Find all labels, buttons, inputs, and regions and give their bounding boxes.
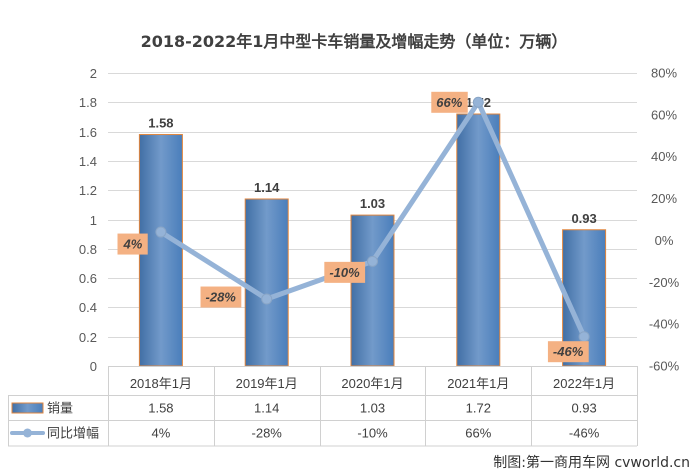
legend-series-name: 同比增幅 <box>47 426 99 441</box>
right-axis-tick-label: 60% <box>651 107 677 122</box>
table-cell: -10% <box>357 426 388 441</box>
left-axis-tick-label: 0.2 <box>79 330 97 345</box>
line-marker <box>155 226 167 238</box>
line-data-label-box <box>547 341 589 363</box>
legend-bar-swatch <box>11 402 44 414</box>
right-axis-tick-label: 40% <box>651 149 677 164</box>
category-label: 2022年1月 <box>553 376 615 391</box>
left-axis: 0 0.2 0.4 0.6 0.8 1 1.2 1.4 1.6 1.8 2 <box>79 66 97 374</box>
table-cell: -28% <box>252 426 283 441</box>
bar-data-label: 1.58 <box>148 116 173 131</box>
left-axis-tick-label: 1.4 <box>79 154 97 169</box>
category-label: 2021年1月 <box>447 376 509 391</box>
chart-title: 2018-2022年1月中型卡车销量及增幅走势（单位：万辆） <box>141 32 568 51</box>
table-cell: 4% <box>152 426 171 441</box>
line-series <box>155 96 590 343</box>
line-data-label-text: 66% <box>436 95 462 110</box>
left-axis-tick-label: 2 <box>90 66 97 81</box>
table-cell: 1.72 <box>466 401 491 416</box>
line-data-label: -28% <box>200 286 242 308</box>
right-axis-tick-label: 20% <box>651 191 677 206</box>
left-axis-tick-label: 1.8 <box>79 95 97 110</box>
left-axis-tick-label: 1 <box>90 213 97 228</box>
line-marker <box>367 255 378 267</box>
table-cell: 1.14 <box>254 401 279 416</box>
legend-key-line <box>10 428 45 438</box>
right-axis-tick-label: -20% <box>649 275 680 290</box>
line-data-label-text: -46% <box>553 344 584 359</box>
left-axis-tick-label: 0 <box>90 359 97 374</box>
legend-line-marker <box>23 428 32 438</box>
line-data-label-box <box>200 286 242 308</box>
watermark: 制图:第一商用车网 cvworld.cn <box>493 454 690 471</box>
bar-data-label: 1.03 <box>360 196 385 211</box>
legend-key-bar <box>11 402 44 414</box>
line-data-label-text: 4% <box>123 237 143 252</box>
line-data-label: 66% <box>431 91 468 113</box>
left-axis-tick-label: 0.6 <box>79 271 97 286</box>
left-axis-tick-label: 1.2 <box>79 183 97 198</box>
category-label: 2019年1月 <box>236 376 298 391</box>
left-axis-tick-label: 0.8 <box>79 242 97 257</box>
line-data-labels: 4% -28% -10% 66% -46% <box>117 91 589 363</box>
table-cell: 66% <box>465 426 491 441</box>
table-cell: 1.03 <box>360 401 385 416</box>
bar-series <box>138 113 607 367</box>
bar-data-labels: 1.581.141.031.720.93 <box>148 95 597 226</box>
category-label: 2018年1月 <box>130 376 192 391</box>
bar-data-label: 0.93 <box>571 211 596 226</box>
line-marker <box>578 331 590 343</box>
line-data-label-box <box>117 233 148 255</box>
left-axis-tick-label: 1.6 <box>79 125 97 140</box>
line-data-label-box <box>431 91 468 113</box>
line-data-label-text: -10% <box>329 265 360 280</box>
line-marker <box>261 293 273 305</box>
right-axis-tick-label: -60% <box>649 359 680 374</box>
right-axis: -60% -40% -20% 0% 20% 40% 60% 80% <box>649 66 680 374</box>
left-axis-tick-label: 0.4 <box>79 300 97 315</box>
table-cell: 1.58 <box>148 401 173 416</box>
right-axis-tick-label: -40% <box>649 317 680 332</box>
table-cell: 0.93 <box>571 401 596 416</box>
right-axis-tick-label: 0% <box>655 233 674 248</box>
bar <box>244 198 289 367</box>
bar-data-label: 1.14 <box>254 180 280 195</box>
right-axis-tick-label: 80% <box>651 66 677 81</box>
table-cell: -46% <box>569 426 600 441</box>
line-marker <box>472 96 484 108</box>
line-data-label: 4% <box>117 233 148 255</box>
category-label: 2020年1月 <box>341 376 403 391</box>
line-data-label-box <box>324 261 366 283</box>
legend-series-name: 销量 <box>47 401 73 416</box>
bar <box>456 113 501 367</box>
line-data-label-text: -28% <box>206 290 237 305</box>
line-data-label: -46% <box>547 341 589 363</box>
line-data-label: -10% <box>324 261 366 283</box>
